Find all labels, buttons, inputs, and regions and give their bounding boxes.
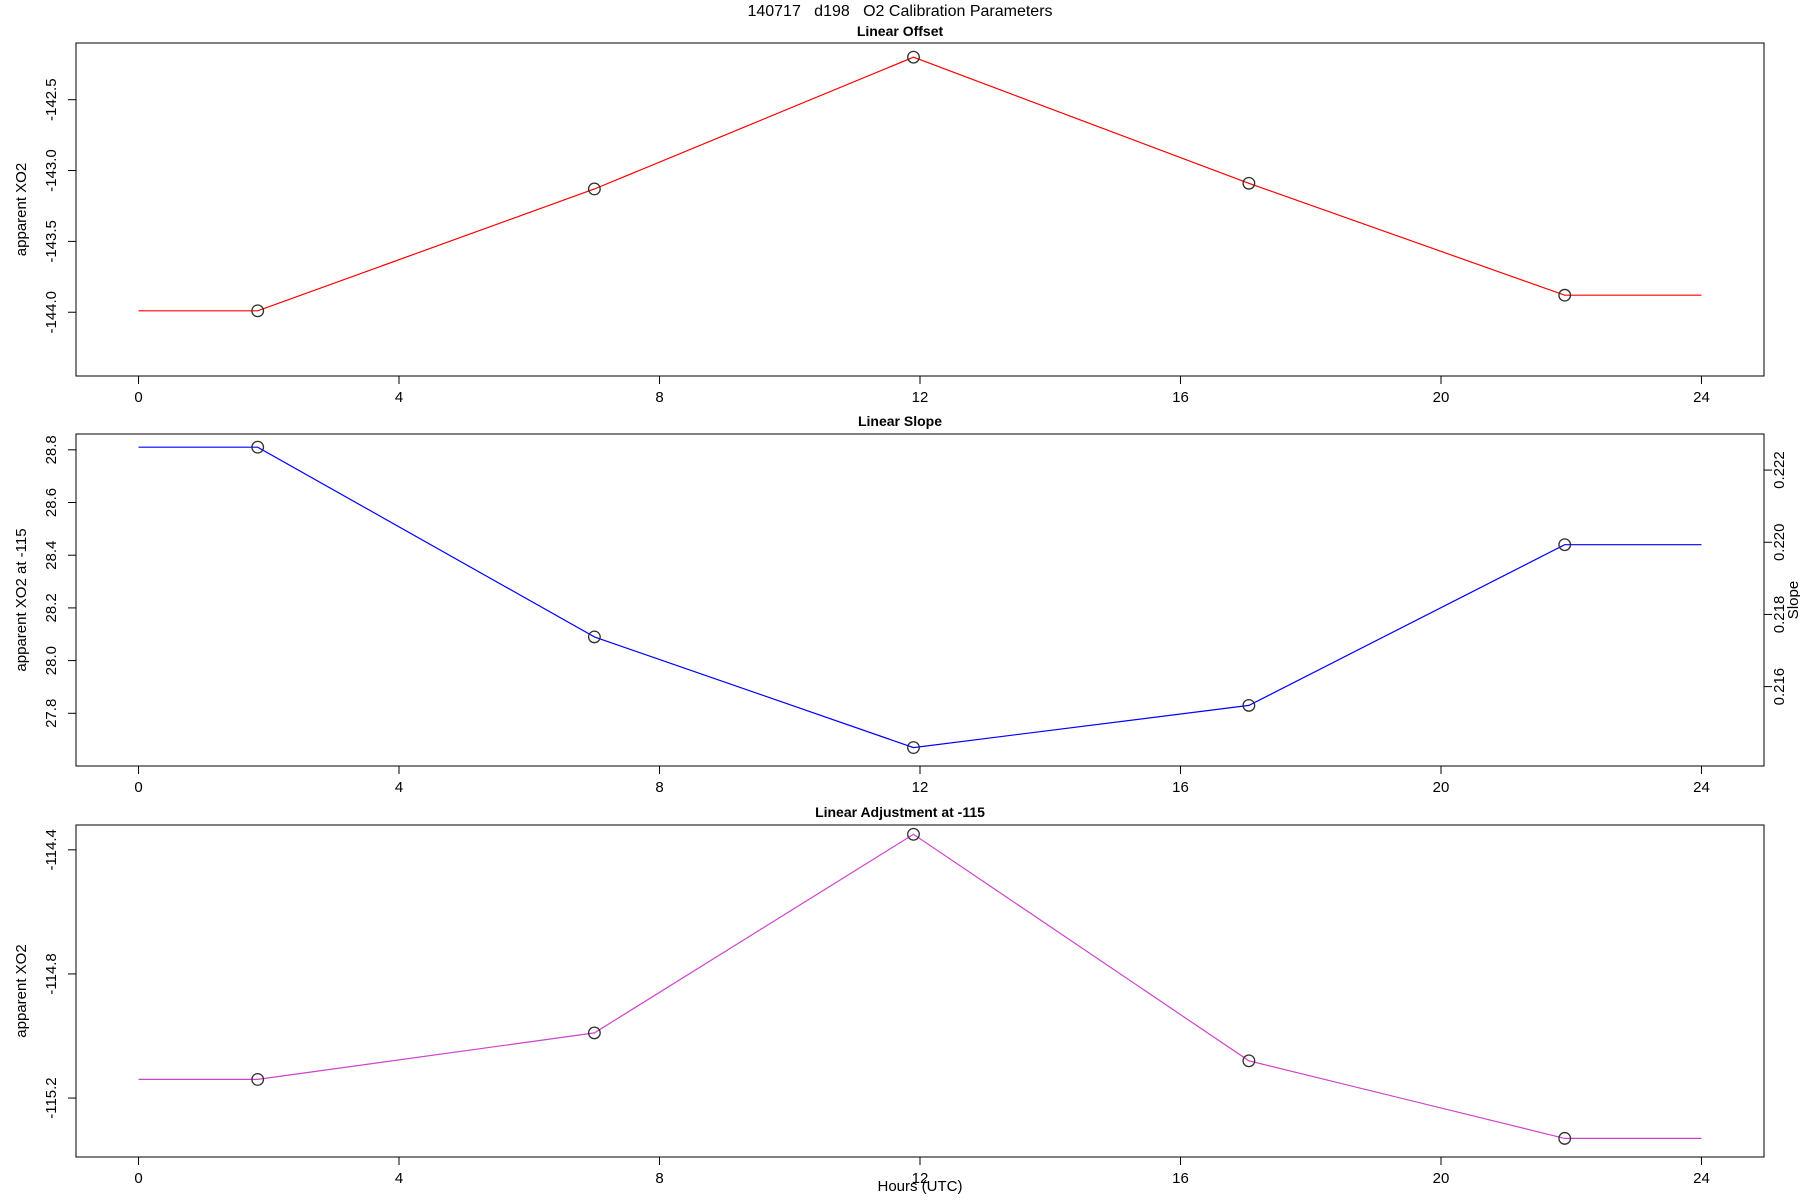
y-tick-label: -114.8: [43, 953, 60, 994]
x-tick-label: 16: [1172, 1170, 1189, 1187]
x-tick-label: 20: [1433, 389, 1450, 406]
series-line: [138, 56, 1702, 312]
x-tick-label: 8: [655, 779, 663, 796]
figure-title: 140717 d198 O2 Calibration Parameters: [747, 3, 1053, 20]
panel-title-linear-slope: Linear Slope: [857, 413, 943, 429]
data-point-marker: [1558, 1131, 1572, 1145]
x-tick-label: 24: [1693, 1170, 1710, 1187]
plot-box: [75, 824, 1765, 1158]
data-point-marker: [1242, 1054, 1256, 1068]
y-tick-label: 28.0: [43, 646, 60, 675]
data-point-marker: [587, 182, 601, 196]
y-tick-label: 28.2: [43, 593, 60, 622]
data-point-marker: [1558, 288, 1572, 302]
series-line: [138, 446, 1702, 749]
x-tick-label: 12: [912, 389, 929, 406]
y-axis-title: apparent XO2: [13, 944, 30, 1037]
y-axis-title: apparent XO2: [13, 163, 30, 256]
panel-title-linear-adjustment: Linear Adjustment at -115: [815, 804, 985, 820]
x-tick-label: 12: [912, 779, 929, 796]
panel-linear-slope: 0 4 8 12 16 20 24 28.8 28.6 28.4 28.2 28.0 27.8 appar…: [13, 433, 1800, 796]
x-tick-label: 0: [134, 779, 142, 796]
plot-box: [75, 433, 1765, 767]
x-tick-label: 20: [1433, 1170, 1450, 1187]
data-point-marker: [1242, 698, 1256, 712]
x-tick-label: 0: [134, 1170, 142, 1187]
data-point-marker: [907, 741, 920, 755]
x-tick-label: 4: [395, 389, 403, 406]
x-axis-title: Hours (UTC): [877, 1178, 963, 1195]
y-tick-label: -144.0: [43, 291, 60, 334]
x-tick-label: 16: [1172, 779, 1189, 796]
data-point-marker: [907, 50, 920, 64]
data-point-marker: [1242, 176, 1256, 190]
y-right-tick-label: 0.218: [1771, 596, 1788, 634]
x-tick-label: 0: [134, 389, 142, 406]
y-tick-label: -115.2: [43, 1077, 60, 1118]
y-right-tick-label: 0.216: [1771, 668, 1788, 706]
y-tick-label: -143.0: [43, 149, 60, 192]
data-point-marker: [587, 1026, 601, 1040]
x-tick-label: 8: [655, 389, 663, 406]
y-tick-label: 28.4: [43, 541, 60, 570]
data-point-marker: [907, 827, 920, 841]
x-tick-label: 4: [395, 779, 403, 796]
x-tick-label: 20: [1433, 779, 1450, 796]
y-tick-label: -114.4: [43, 829, 60, 870]
panel-linear-adjustment: 0 4 8 12 16 20 24 -114.4 -114.8 -115.2 apparent XO…: [13, 824, 1765, 1187]
x-tick-label: 24: [1693, 389, 1710, 406]
y-axis-title: apparent XO2 at -115: [13, 528, 30, 671]
y-tick-label: 27.8: [43, 699, 60, 728]
x-tick-label: 24: [1693, 779, 1710, 796]
data-point-marker: [251, 1072, 265, 1086]
x-tick-label: 12: [912, 1170, 929, 1187]
y-right-axis-title: Slope: [1785, 581, 1800, 619]
x-tick-label: 4: [395, 1170, 403, 1187]
panel-title-linear-offset: Linear Offset: [856, 23, 944, 39]
data-point-marker: [251, 440, 265, 454]
data-point-marker: [1558, 538, 1572, 552]
data-point-marker: [251, 304, 265, 318]
y-right-tick-label: 0.222: [1771, 451, 1788, 489]
x-tick-label: 8: [655, 1170, 663, 1187]
series-line: [138, 833, 1702, 1140]
y-tick-label: 28.8: [43, 435, 60, 464]
y-tick-label: -142.5: [43, 78, 60, 121]
y-tick-label: 28.6: [43, 488, 60, 517]
x-tick-label: 16: [1172, 389, 1189, 406]
y-tick-label: -143.5: [43, 220, 60, 263]
panel-linear-offset: 0 4 8 12 16 20 24 -142.5 -143.0 -143.5 -144.0 appar…: [13, 42, 1765, 406]
data-point-marker: [587, 630, 601, 644]
plot-box: [75, 42, 1765, 377]
y-right-tick-label: 0.220: [1771, 523, 1788, 561]
